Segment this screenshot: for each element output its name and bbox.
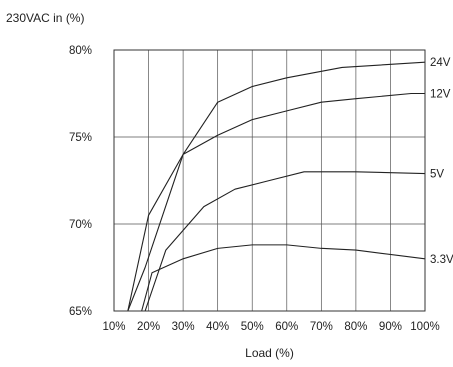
y-axis-label: 230VAC in (%)	[6, 11, 84, 25]
series-line-3-3v	[141, 244, 425, 311]
x-tick-label: 70%	[310, 321, 333, 333]
series-line-12v	[127, 92, 425, 311]
y-tick-label: 75%	[69, 132, 92, 144]
x-tick-label: 60%	[275, 321, 298, 333]
y-tick-label: 65%	[69, 306, 92, 318]
x-tick-label: 10%	[102, 321, 125, 333]
y-tick-label: 70%	[69, 219, 92, 231]
y-tick-label: 80%	[69, 45, 92, 57]
series-lines	[127, 61, 425, 311]
plot-frame	[113, 49, 426, 312]
series-label-5v: 5V	[430, 169, 444, 181]
series-line-5v	[144, 171, 425, 311]
x-tick-label: 80%	[344, 321, 367, 333]
x-tick-label: 40%	[206, 321, 229, 333]
series-label-12v: 12V	[430, 89, 451, 101]
x-tick-label: 20%	[137, 321, 160, 333]
x-tick-label: 50%	[241, 321, 264, 333]
series-label-24v: 24V	[430, 57, 451, 69]
y-tick-labels: 80% 75% 70% 65%	[69, 45, 92, 318]
series-label-3-3v: 3.3V	[430, 254, 453, 266]
x-tick-labels: 10% 20% 30% 40% 50% 60% 70% 80% 90% 100%	[102, 321, 439, 333]
x-tick-label: 100%	[410, 321, 439, 333]
series-labels: 24V 12V 5V 3.3V	[430, 57, 453, 266]
x-tick-label: 90%	[379, 321, 402, 333]
x-tick-label: 30%	[172, 321, 195, 333]
x-axis-label: Load (%)	[245, 346, 294, 360]
series-line-24v	[127, 61, 425, 311]
